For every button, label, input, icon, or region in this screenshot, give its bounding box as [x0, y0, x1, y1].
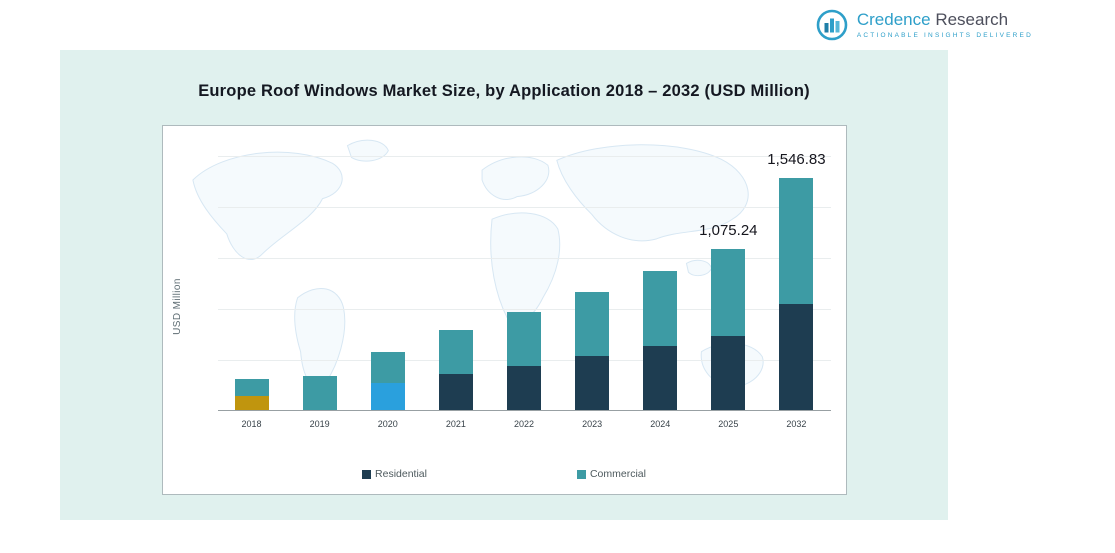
bar-column-2022: 2022 — [490, 156, 558, 429]
bar-column-2025: 1,075.24 2025 — [694, 156, 762, 429]
brand-name: Credence Research — [856, 10, 1033, 30]
brand-name-secondary: Research — [935, 10, 1009, 30]
bar-segment-commercial — [234, 378, 269, 396]
x-axis-tick-2018: 2018 — [241, 419, 262, 429]
x-axis-tick-2023: 2023 — [582, 419, 603, 429]
brand-tagline: Actionable Insights Delivered — [856, 31, 1033, 39]
bar-segment-residential — [234, 395, 269, 410]
bar-segment-commercial — [643, 270, 678, 347]
stacked-bar — [438, 330, 473, 410]
bar-segment-commercial — [779, 178, 814, 304]
stacked-bar — [575, 292, 610, 410]
bar-segment-commercial — [370, 351, 405, 383]
legend-swatch-commercial — [576, 469, 586, 479]
bar-column-2018: 2018 — [218, 156, 286, 429]
bar-column-2020: 2020 — [354, 156, 422, 429]
bar-column-2032: 1,546.83 2032 — [762, 151, 830, 429]
x-axis-tick-2024: 2024 — [650, 419, 671, 429]
bar-column-2023: 2023 — [558, 156, 626, 429]
bar-segment-commercial — [506, 312, 541, 366]
legend-swatch-residential — [362, 469, 372, 479]
x-axis-tick-2019: 2019 — [309, 419, 330, 429]
bar-segment-residential — [506, 365, 541, 410]
data-label-2032: 1,546.83 — [767, 150, 826, 168]
bar-segment-commercial — [711, 248, 746, 336]
stacked-bar — [302, 376, 337, 410]
x-axis-tick-2025: 2025 — [718, 419, 739, 429]
bar-segment-commercial — [438, 330, 473, 374]
stacked-bar — [234, 378, 269, 410]
bar-column-2021: 2021 — [422, 156, 490, 429]
y-axis-label: USD Million — [171, 278, 183, 335]
bar-segment-residential — [302, 394, 337, 410]
bar-segment-residential — [575, 356, 610, 410]
bar-segment-commercial — [302, 376, 337, 395]
brand-name-primary: Credence — [856, 10, 931, 30]
bar-segment-residential — [438, 374, 473, 410]
bar-column-2019: 2019 — [286, 156, 354, 429]
data-label-2025: 1,075.24 — [699, 221, 758, 239]
chart-title: Europe Roof Windows Market Size, by Appl… — [198, 82, 810, 100]
stacked-bar — [643, 270, 678, 410]
legend-label-commercial: Commercial — [589, 468, 646, 480]
bar-column-2024: 2024 — [626, 156, 694, 429]
x-axis-tick-2020: 2020 — [377, 419, 398, 429]
stacked-bar — [370, 351, 405, 410]
legend-item-residential: Residential — [362, 468, 427, 480]
legend-label-residential: Residential — [375, 468, 427, 480]
x-axis-tick-2022: 2022 — [513, 419, 534, 429]
stacked-bar — [779, 178, 814, 410]
brand-header: Credence Research Actionable Insights De… — [815, 8, 1033, 42]
bar-segment-residential — [779, 303, 814, 410]
x-axis-tick-2021: 2021 — [445, 419, 466, 429]
bar-segment-residential — [643, 346, 678, 410]
bars-container: 2018 2019 2020 2021 2022 2023 2024 1,075.24 2025… — [217, 151, 831, 429]
bar-segment-residential — [370, 383, 405, 410]
stacked-bar — [711, 248, 746, 410]
legend-item-commercial: Commercial — [576, 468, 646, 480]
bar-segment-commercial — [575, 292, 610, 356]
chart-plot-area: USD Million 2018 2019 2020 2021 2022 2023 2024… — [161, 125, 847, 495]
stacked-bar — [506, 312, 541, 410]
credence-logo-icon — [815, 8, 849, 42]
bar-segment-residential — [711, 335, 746, 410]
brand-text: Credence Research Actionable Insights De… — [856, 10, 1033, 39]
legend: Residential Commercial — [163, 468, 846, 480]
chart-panel: Europe Roof Windows Market Size, by Appl… — [60, 50, 948, 520]
x-axis-tick-2032: 2032 — [786, 419, 807, 429]
